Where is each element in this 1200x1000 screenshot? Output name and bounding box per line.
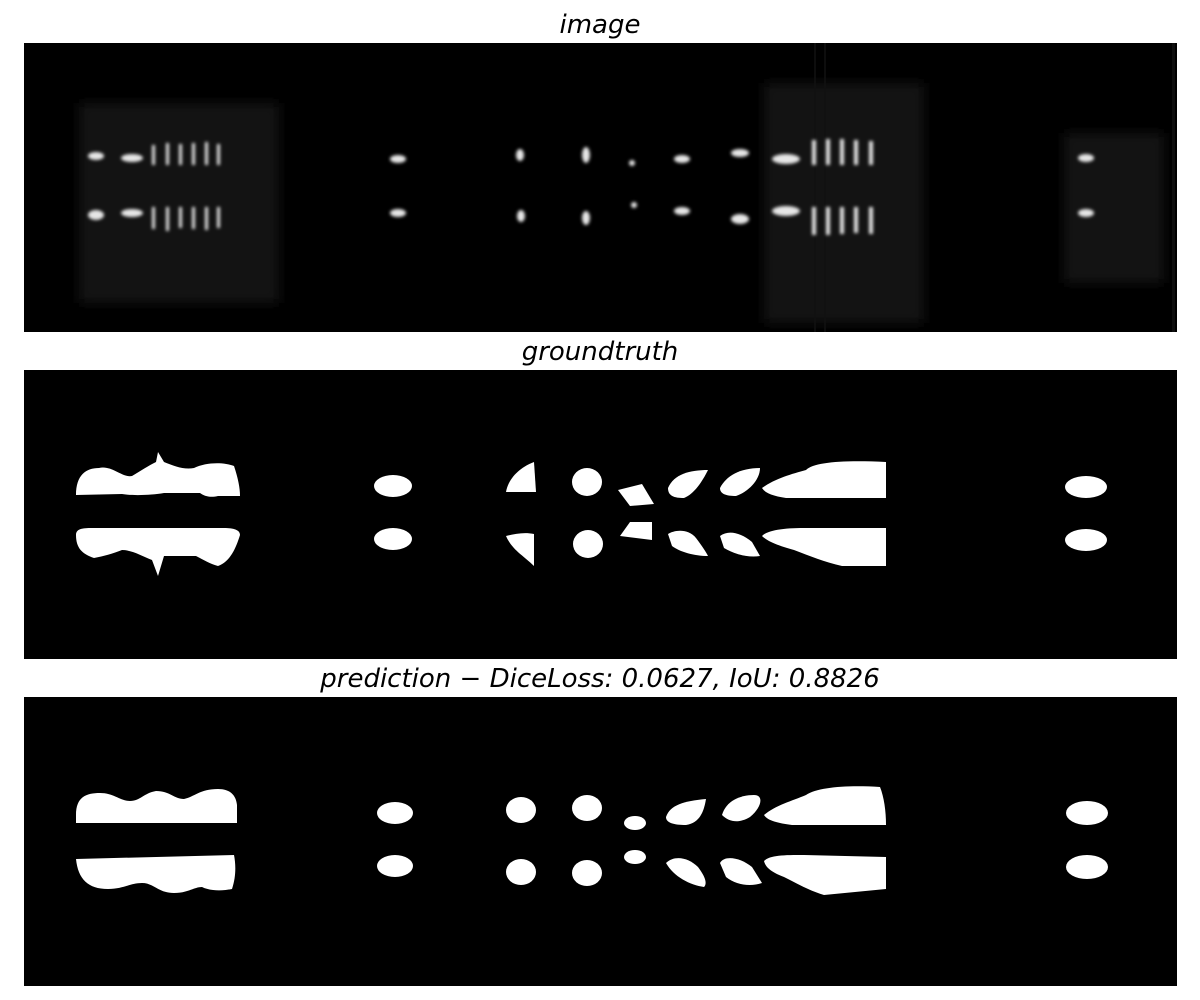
pred-blob — [572, 795, 602, 821]
gt-blob — [668, 530, 708, 556]
gt-blob — [762, 528, 886, 566]
pred-blob — [720, 858, 762, 885]
image-title: image — [559, 10, 641, 40]
pred-blob — [666, 799, 706, 825]
gt-blob — [374, 528, 412, 550]
gt-blob — [762, 461, 886, 498]
prediction-panel — [24, 697, 1177, 986]
groundtruth-mask — [24, 370, 1177, 659]
gt-blob — [620, 522, 652, 540]
gt-blob — [720, 468, 760, 496]
gt-blob — [76, 452, 240, 497]
pred-blob — [764, 786, 886, 825]
pred-blob — [1066, 801, 1108, 825]
pred-blob — [764, 855, 886, 895]
pred-blob — [506, 859, 536, 885]
pred-blob — [624, 816, 646, 830]
pred-blob — [572, 860, 602, 886]
gt-blob — [720, 532, 760, 557]
pred-blob — [722, 795, 761, 822]
pred-blob — [76, 855, 236, 893]
groundtruth-panel — [24, 370, 1177, 659]
pred-blob — [76, 789, 237, 823]
prediction-title: prediction − DiceLoss: 0.0627, IoU: 0.88… — [320, 664, 880, 694]
prediction-mask — [24, 697, 1177, 986]
echo-streaks-upper — [88, 139, 1094, 166]
gt-blob — [1065, 476, 1107, 498]
gt-blob — [506, 462, 536, 492]
gt-blob — [668, 470, 708, 498]
gt-blob — [618, 484, 654, 506]
gt-blob — [76, 528, 240, 576]
gt-blob — [573, 530, 603, 558]
gt-blob — [506, 533, 534, 566]
image-canvas — [24, 43, 1177, 332]
pred-blob — [624, 850, 646, 864]
gt-blob — [572, 468, 602, 496]
pred-blob — [506, 797, 536, 823]
pred-blob — [377, 802, 413, 824]
image-panel — [24, 43, 1177, 332]
pred-blob — [666, 858, 706, 887]
pred-blob — [1066, 855, 1108, 879]
groundtruth-title: groundtruth — [521, 337, 679, 367]
pred-blob — [377, 855, 413, 877]
gt-blob — [1065, 529, 1107, 551]
echo-streaks-lower — [88, 202, 1094, 235]
gt-blob — [374, 475, 412, 497]
